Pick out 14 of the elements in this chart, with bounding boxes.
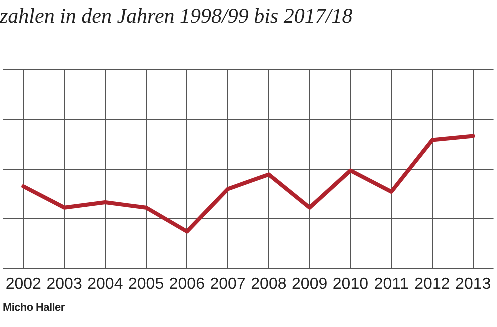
x-tick-label: 2006 [169,276,206,293]
x-tick-label: 2002 [6,276,42,293]
text: Micho Haller [3,302,65,314]
x-tick-label: 2004 [88,276,124,293]
x-tick-label: 2013 [456,276,492,293]
x-tick-label: 2007 [210,276,246,293]
x-tick-label: 2003 [46,276,82,293]
x-tick-label: 2012 [414,276,450,293]
x-tick-label: 2008 [251,276,287,293]
x-tick-label: 2005 [128,276,164,293]
chart-title: zahlen in den Jahren 1998/99 bis 2017/18 [0,4,353,29]
x-tick-label: 2011 [374,276,409,293]
x-tick-label: 2009 [292,276,328,293]
x-tick-label: 2010 [332,276,369,293]
